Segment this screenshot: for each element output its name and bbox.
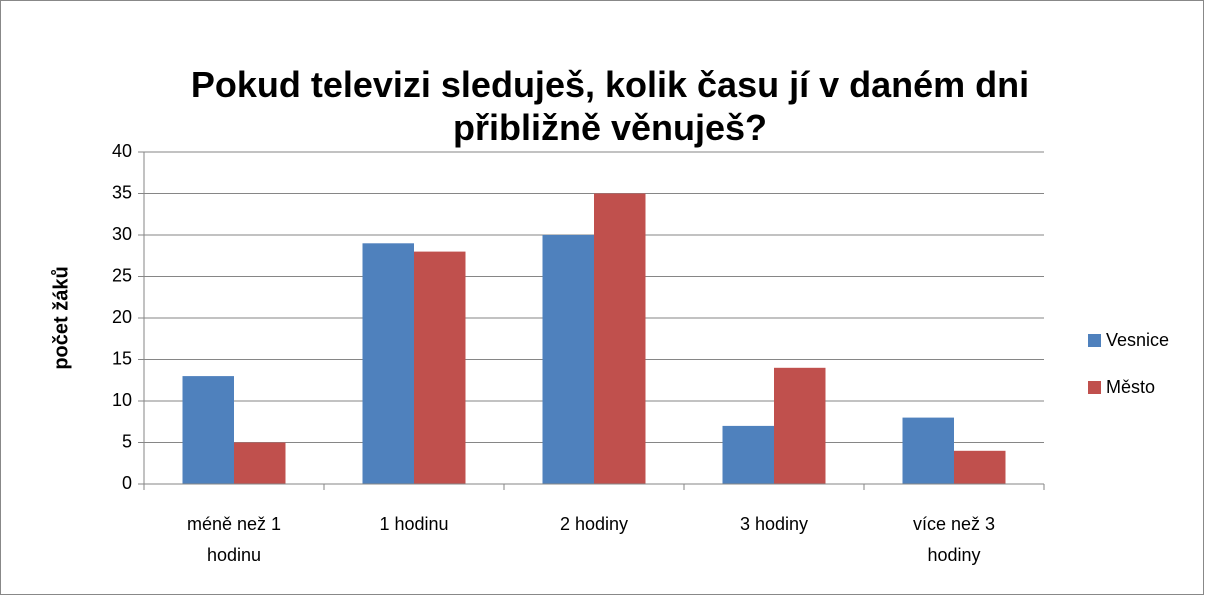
y-tick-label: 30 [112,224,132,244]
legend-label: Vesnice [1106,330,1169,350]
bar [234,442,286,484]
x-tick-label: 3 hodiny [739,514,809,534]
x-tick-label: více než 3 hodiny [912,514,996,565]
bar [542,235,594,484]
bar [414,251,466,484]
chart-title: Pokud televizi sleduješ, kolik času jí v… [190,64,1030,148]
bar [722,425,774,484]
y-tick-label: 25 [112,265,132,285]
bar [362,243,414,484]
x-tick-label: 1 hodinu [379,514,449,534]
y-tick-label: 15 [112,348,132,368]
legend-label: Město [1106,377,1155,397]
y-tick-label: 40 [112,141,132,161]
x-tick-label: méně než 1 hodinu [186,514,282,565]
bar [902,417,954,484]
bar [594,193,646,484]
x-tick-label: 2 hodiny [559,514,629,534]
y-tick-label: 20 [112,307,132,327]
y-tick-label: 35 [112,182,132,202]
y-axis-label: počet žáků [50,266,72,369]
legend-swatch [1088,381,1101,394]
bar [954,450,1006,484]
y-tick-label: 10 [112,390,132,410]
y-tick-label: 5 [122,431,132,451]
legend-swatch [1088,334,1101,347]
bar [774,367,826,484]
y-tick-label: 0 [122,473,132,493]
bar [182,376,234,484]
